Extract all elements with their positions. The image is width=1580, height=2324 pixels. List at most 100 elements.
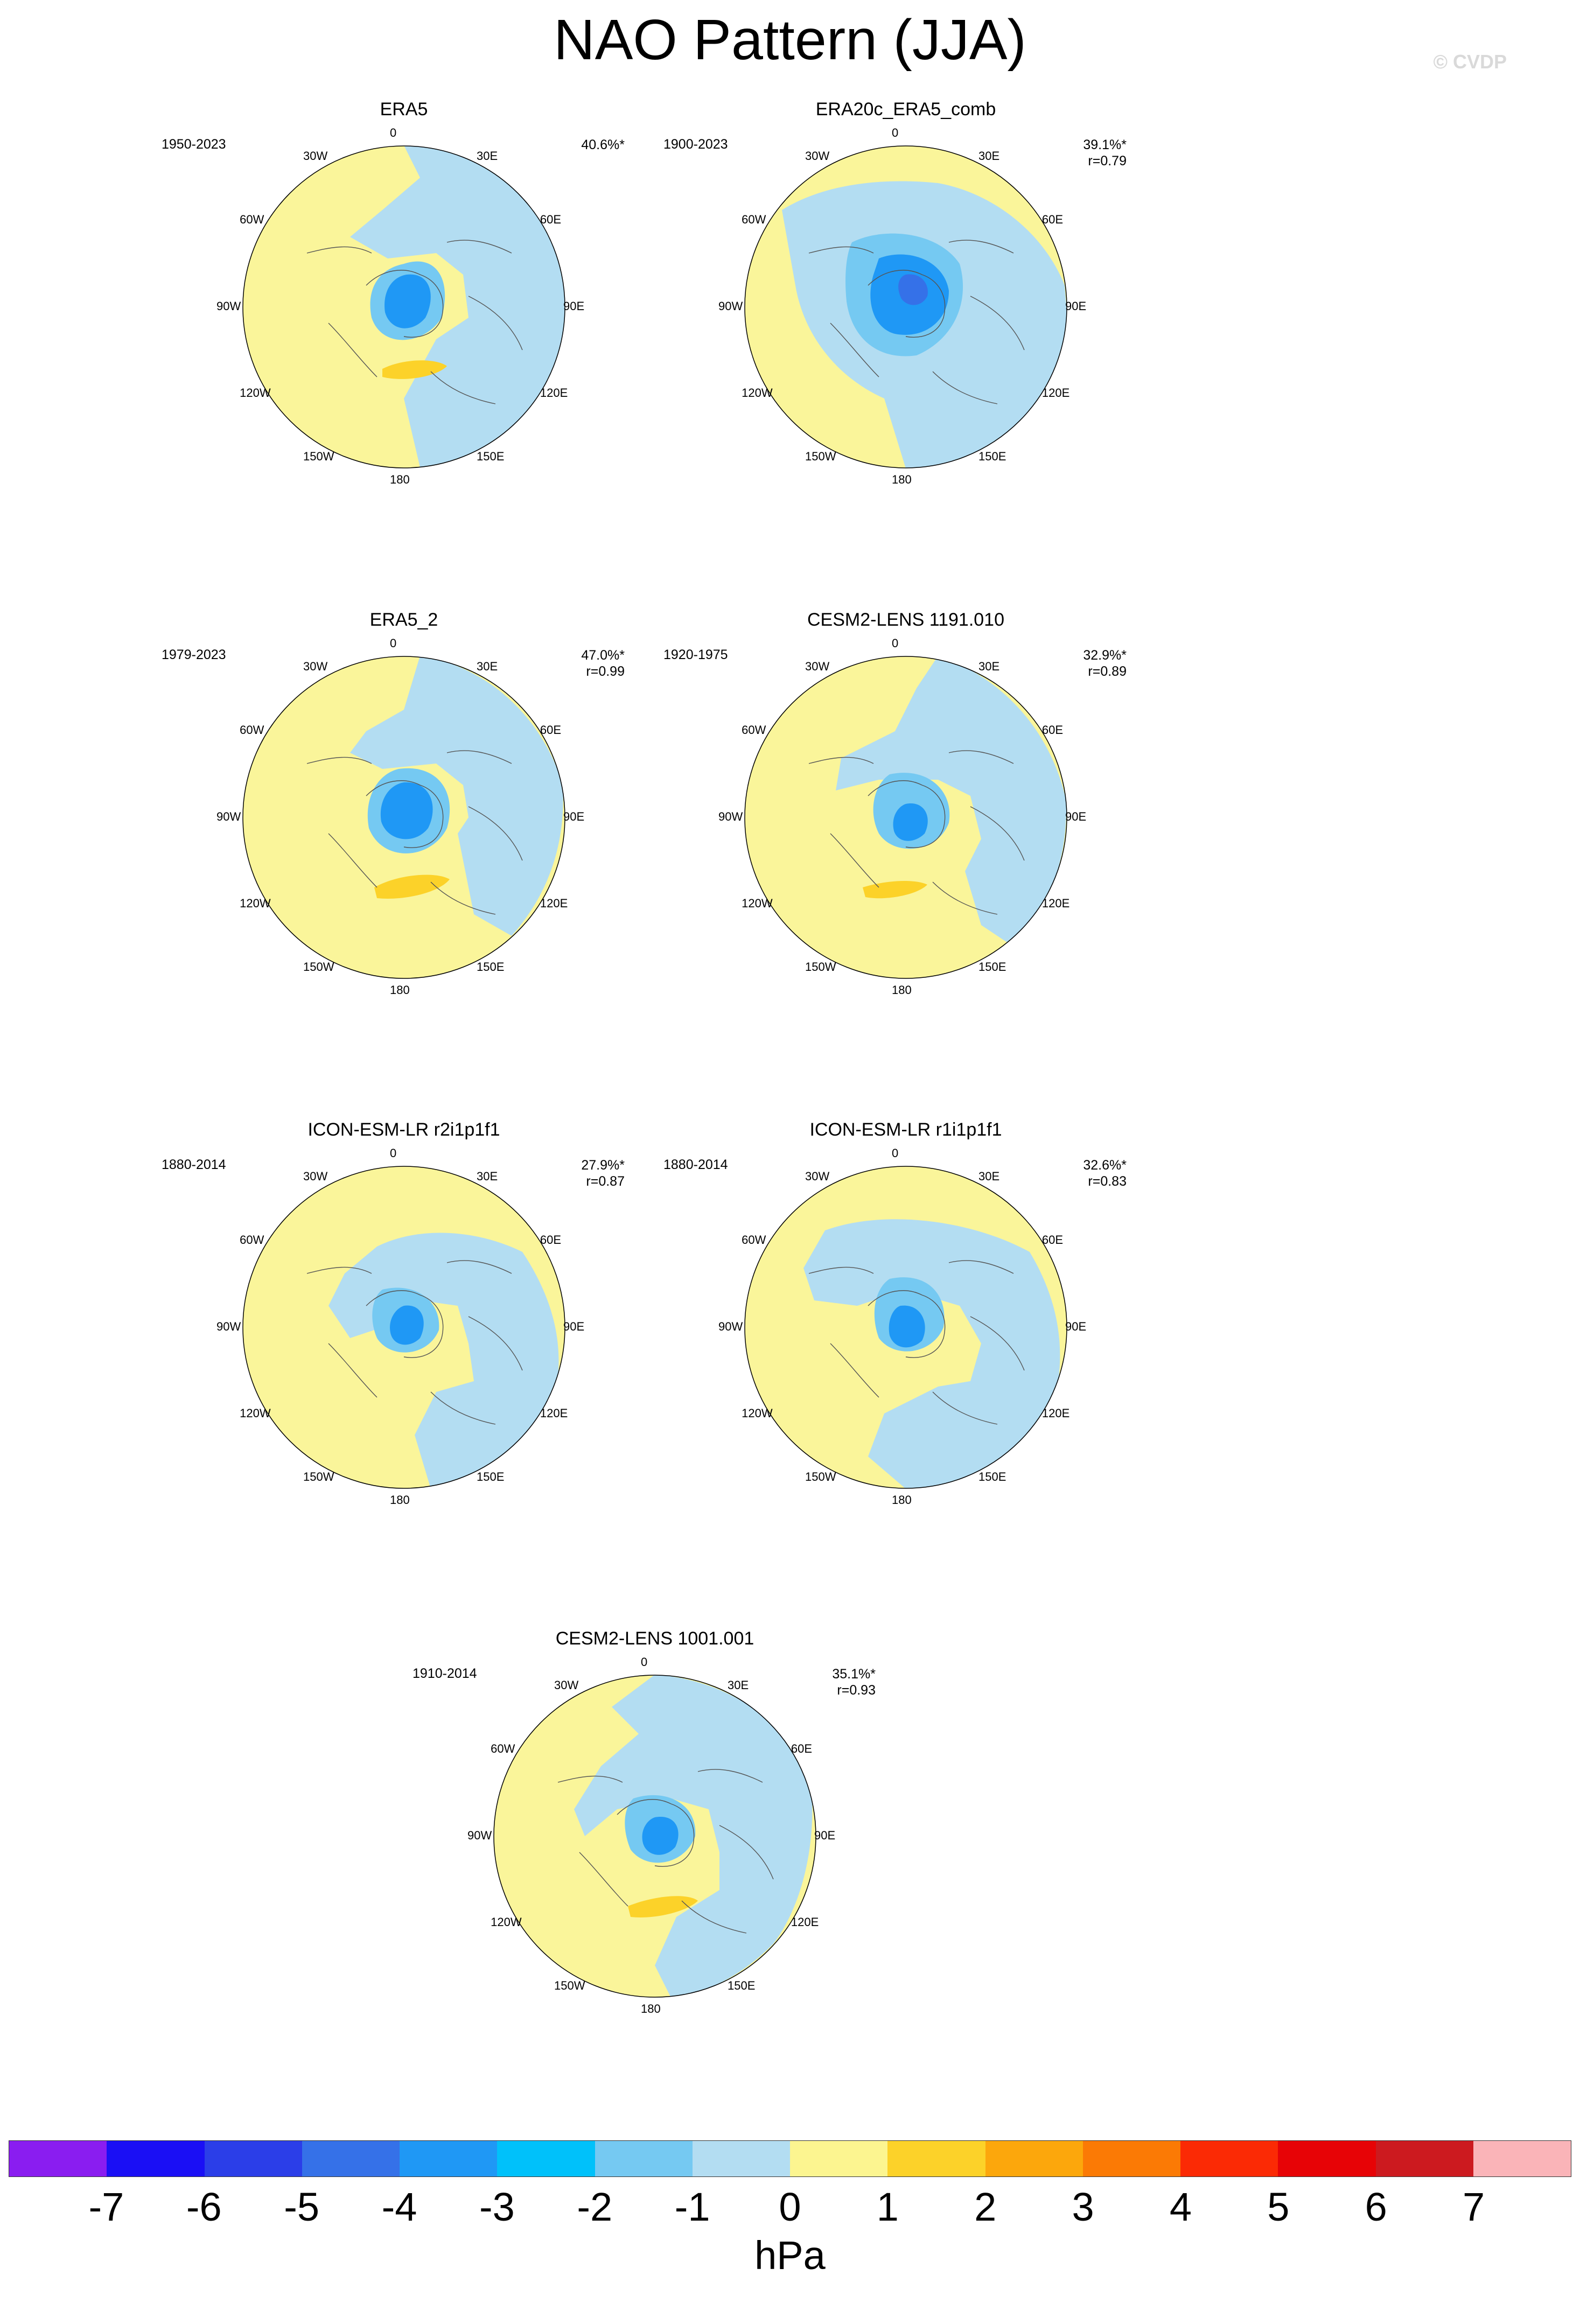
longitude-label: 180 bbox=[390, 983, 410, 997]
longitude-label: 90E bbox=[563, 1320, 585, 1333]
longitude-label: 150W bbox=[554, 1978, 585, 1992]
panel-correlation: r=0.83 bbox=[1088, 1174, 1127, 1189]
map-panel: CESM2-LENS 1001.001 1910-2014 35.1%* r=0.93… bbox=[413, 1628, 897, 2159]
longitude-label: 120W bbox=[240, 897, 271, 910]
longitude-label: 150E bbox=[978, 960, 1006, 974]
negative-light-contour bbox=[350, 656, 563, 936]
longitude-label: 30W bbox=[303, 660, 328, 674]
panel-variance-percent: 47.0%* bbox=[581, 648, 625, 663]
panel-title: CESM2-LENS 1001.001 bbox=[555, 1628, 754, 1649]
polar-map bbox=[242, 656, 565, 979]
polar-map bbox=[242, 145, 565, 468]
map-panel: ERA20c_ERA5_comb 1900-2023 39.1%* r=0.79 180… bbox=[663, 99, 1148, 630]
longitude-label: 120E bbox=[1041, 897, 1070, 910]
panel-years: 1920-1975 bbox=[663, 647, 728, 662]
colorbar-tick-label: -7 bbox=[88, 2185, 124, 2229]
positive-mid-contour bbox=[628, 1896, 698, 1917]
colorbar-tick-label: 2 bbox=[974, 2185, 997, 2229]
longitude-label: 60W bbox=[742, 1233, 766, 1247]
longitude-label: 0 bbox=[892, 636, 899, 650]
longitude-label: 180 bbox=[892, 1493, 912, 1507]
longitude-label: 90W bbox=[718, 810, 743, 823]
coastline bbox=[306, 240, 523, 404]
colorbar-tick-label: 7 bbox=[1463, 2185, 1485, 2229]
coastline bbox=[808, 750, 1025, 915]
negative-strong-contour bbox=[642, 1817, 679, 1855]
negative-strong-contour bbox=[390, 1305, 424, 1345]
negative-light-contour bbox=[803, 1219, 1060, 1488]
panel-title: ERA20c_ERA5_comb bbox=[815, 99, 996, 120]
map-panel: ICON-ESM-LR r2i1p1f1 1880-2014 27.9%* r=0.8… bbox=[162, 1119, 646, 1650]
map-boundary bbox=[744, 145, 1067, 468]
longitude-label: 60W bbox=[491, 1742, 515, 1755]
longitude-label: 60W bbox=[742, 723, 766, 737]
longitude-label: 90W bbox=[467, 1829, 492, 1842]
colorbar-tick-label: -5 bbox=[284, 2185, 320, 2229]
colorbar-tick-label: -1 bbox=[674, 2185, 710, 2229]
longitude-label: 120W bbox=[742, 897, 773, 910]
longitude-label: 0 bbox=[892, 126, 899, 139]
longitude-label: 60E bbox=[1041, 723, 1064, 737]
colorbar-segment bbox=[107, 2141, 205, 2176]
map-panel: ICON-ESM-LR r1i1p1f1 1880-2014 32.6%* r=0.8… bbox=[663, 1119, 1148, 1650]
longitude-label: 0 bbox=[390, 636, 397, 650]
coastline bbox=[808, 1260, 1025, 1425]
longitude-label: 30W bbox=[554, 1678, 579, 1692]
negative-strong-contour bbox=[893, 803, 928, 841]
longitude-label: 120E bbox=[1041, 1406, 1070, 1420]
longitude-label: 120W bbox=[742, 386, 773, 400]
polar-map bbox=[744, 656, 1067, 979]
panel-years: 1880-2014 bbox=[663, 1157, 728, 1172]
panel-variance-percent: 39.1%* bbox=[1083, 137, 1127, 152]
longitude-label: 120E bbox=[791, 1915, 819, 1929]
longitude-label: 120E bbox=[540, 386, 568, 400]
panel-correlation: r=0.99 bbox=[586, 664, 625, 679]
panel-years: 1979-2023 bbox=[162, 647, 226, 662]
longitude-label: 90W bbox=[216, 1320, 241, 1333]
panel-correlation: r=0.89 bbox=[1088, 664, 1127, 679]
figure-title: NAO Pattern (JJA) bbox=[554, 8, 1026, 72]
colorbar-tick-label: -6 bbox=[186, 2185, 222, 2229]
panel-stats: 32.6%* r=0.83 bbox=[1083, 1157, 1127, 1189]
colorbar-segment bbox=[887, 2141, 985, 2176]
negative-light-contour bbox=[574, 1675, 813, 1997]
panel-years: 1950-2023 bbox=[162, 137, 226, 152]
coastline bbox=[808, 240, 1025, 404]
longitude-label: 30W bbox=[805, 660, 830, 674]
longitude-label: 90E bbox=[814, 1829, 836, 1842]
polar-map bbox=[744, 1166, 1067, 1489]
positive-mid-contour bbox=[374, 874, 450, 899]
longitude-label: 180 bbox=[390, 1493, 410, 1507]
credit-watermark: © CVDP bbox=[1433, 51, 1507, 73]
longitude-label: 60E bbox=[791, 1742, 813, 1755]
polar-map bbox=[493, 1675, 816, 1998]
longitude-label: 120E bbox=[540, 897, 568, 910]
colorbar-segment bbox=[1278, 2141, 1376, 2176]
colorbar-tick-label: 6 bbox=[1365, 2185, 1387, 2229]
panel-variance-percent: 35.1%* bbox=[832, 1667, 876, 1682]
longitude-label: 180 bbox=[390, 473, 410, 486]
panel-stats: 40.6%* bbox=[581, 137, 625, 153]
panel-variance-percent: 27.9%* bbox=[581, 1158, 625, 1173]
longitude-label: 120W bbox=[240, 1406, 271, 1420]
longitude-label: 120W bbox=[491, 1915, 522, 1929]
map-boundary bbox=[744, 656, 1067, 979]
longitude-label: 120E bbox=[540, 1406, 568, 1420]
longitude-label: 60E bbox=[540, 1233, 562, 1247]
colorbar bbox=[9, 2140, 1571, 2177]
panel-title: ERA5_2 bbox=[369, 610, 438, 630]
positive-mid-contour bbox=[382, 360, 447, 379]
colorbar-segment bbox=[9, 2141, 107, 2176]
map-boundary bbox=[242, 145, 565, 468]
negative-deep-contour bbox=[898, 274, 928, 305]
colorbar-tick-label: -3 bbox=[479, 2185, 515, 2229]
panel-correlation: r=0.93 bbox=[837, 1683, 876, 1698]
longitude-label: 30W bbox=[303, 149, 328, 163]
colorbar-segment bbox=[1375, 2141, 1473, 2176]
longitude-label: 30W bbox=[303, 1170, 328, 1184]
longitude-label: 0 bbox=[892, 1146, 899, 1160]
longitude-label: 90W bbox=[718, 1320, 743, 1333]
colorbar-segment bbox=[790, 2141, 888, 2176]
longitude-label: 30E bbox=[477, 149, 498, 163]
colorbar-segment bbox=[692, 2141, 790, 2176]
